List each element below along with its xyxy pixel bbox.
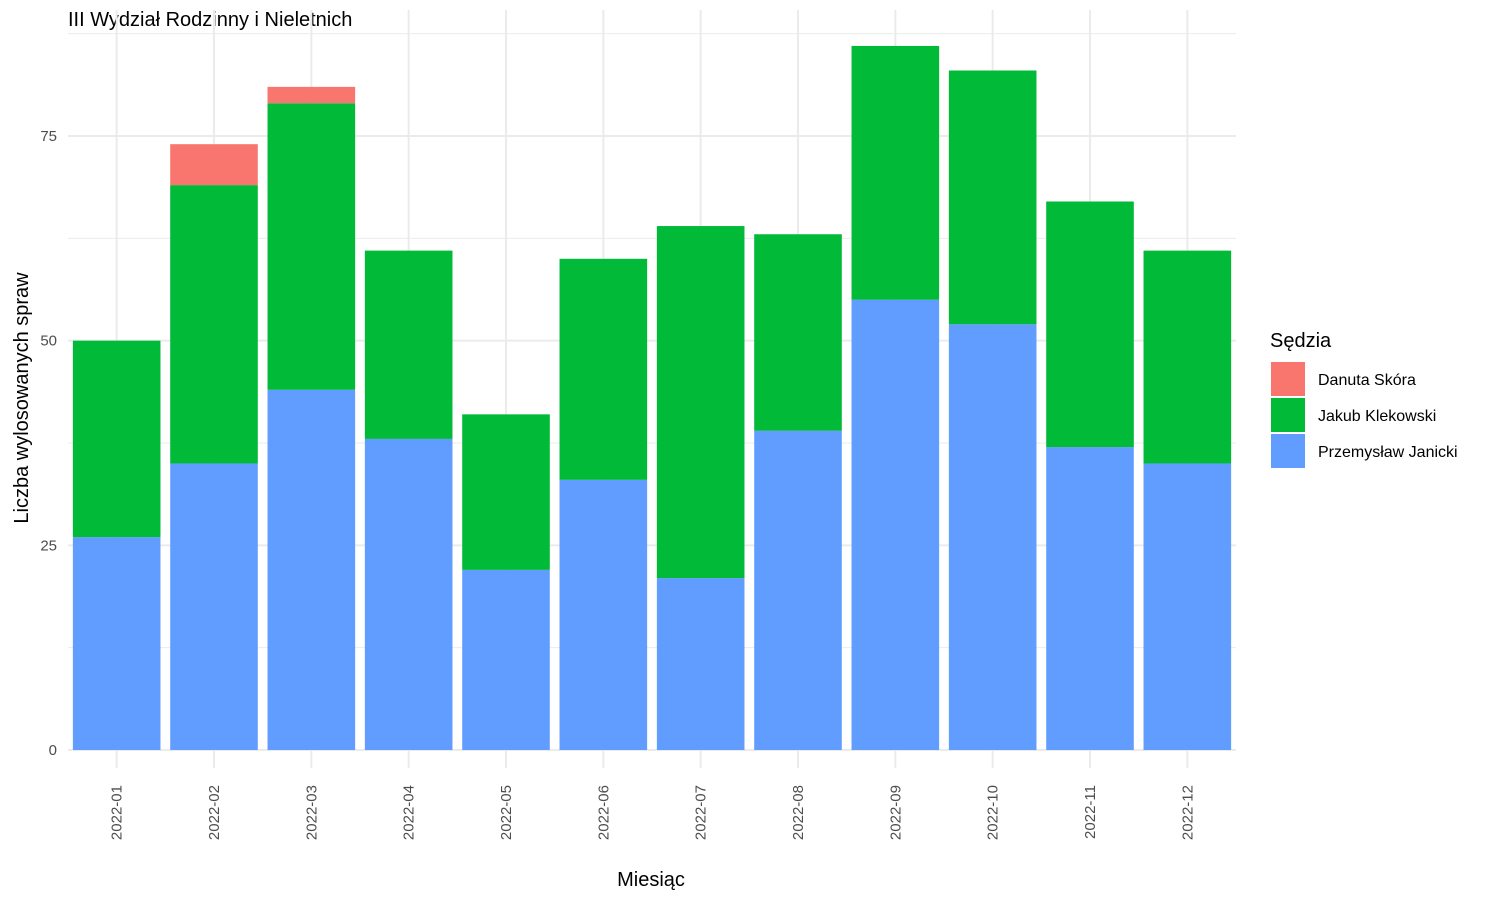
legend: Sędzia Danuta Skóra Jakub Klekowski Przemy… <box>1270 330 1458 468</box>
y-tick-label: 50 <box>40 333 57 350</box>
bar-segment <box>462 569 550 750</box>
bar-segment <box>851 45 940 300</box>
y-tick-label: 75 <box>40 128 57 145</box>
x-axis-title: Miesiąc <box>617 869 685 891</box>
x-tick-label: 2022-05 <box>498 785 515 840</box>
x-axis-ticks: 2022-01 2022-02 2022-03 2022-04 2022-05 2022-… <box>109 785 1197 840</box>
bar-segment <box>267 389 356 750</box>
bar-segment <box>364 438 453 750</box>
bar-segment <box>656 578 745 750</box>
bar-segment <box>364 250 453 439</box>
bar-segment <box>72 340 161 538</box>
x-tick-label: 2022-04 <box>401 785 418 840</box>
bar-segment <box>462 414 550 570</box>
y-tick-label: 25 <box>40 537 57 554</box>
y-axis-ticks: 0 25 50 75 <box>40 128 57 759</box>
bar-segment <box>851 299 940 750</box>
legend-label: Jakub Klekowski <box>1318 408 1436 425</box>
bar-segment <box>754 430 842 750</box>
bar-segment <box>267 103 356 390</box>
x-tick-label: 2022-12 <box>1179 785 1196 840</box>
bar-segment <box>1143 250 1232 464</box>
x-tick-label: 2022-07 <box>693 785 710 840</box>
bar-segment <box>1143 463 1232 750</box>
bar-segment <box>170 463 258 750</box>
bar-segment <box>1046 447 1134 750</box>
bar-segment <box>267 86 356 104</box>
legend-label: Przemysław Janicki <box>1318 444 1458 461</box>
x-tick-label: 2022-01 <box>109 785 126 840</box>
bar-segment <box>948 70 1037 325</box>
bar-segment <box>170 144 258 186</box>
bar-segment <box>948 324 1037 750</box>
legend-swatch <box>1271 362 1305 396</box>
bar-segment <box>1046 201 1134 448</box>
chart-title: III Wydział Rodzinny i Nieletnich <box>68 9 352 31</box>
bar-segment <box>559 479 648 750</box>
y-axis-title: Liczba wylosowanych spraw <box>11 272 33 524</box>
legend-swatch <box>1271 398 1305 432</box>
x-tick-label: 2022-09 <box>887 785 904 840</box>
bar-segment <box>559 258 648 480</box>
legend-title: Sędzia <box>1270 330 1332 352</box>
bars-group <box>72 45 1232 750</box>
bar-segment <box>754 234 842 431</box>
x-tick-label: 2022-03 <box>303 785 320 840</box>
legend-swatch <box>1271 434 1305 468</box>
x-tick-label: 2022-02 <box>206 785 223 840</box>
x-tick-label: 2022-11 <box>1082 785 1099 839</box>
x-tick-label: 2022-08 <box>790 785 807 840</box>
bar-segment <box>170 185 258 464</box>
x-tick-label: 2022-06 <box>595 785 612 840</box>
y-tick-label: 0 <box>49 742 57 759</box>
x-tick-label: 2022-10 <box>985 785 1002 840</box>
bar-segment <box>72 537 161 750</box>
bar-segment <box>656 226 745 579</box>
legend-label: Danuta Skóra <box>1318 372 1416 389</box>
